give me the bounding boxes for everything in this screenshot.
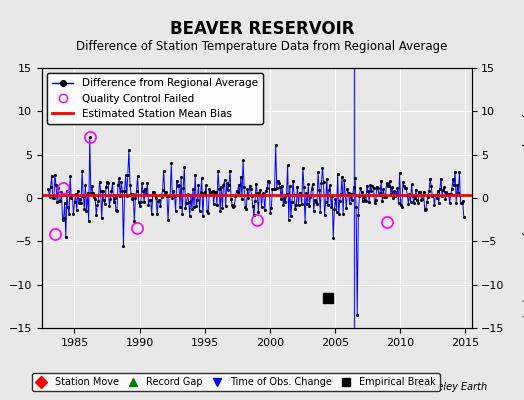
Text: Difference of Station Temperature Data from Regional Average: Difference of Station Temperature Data f…: [77, 40, 447, 53]
Y-axis label: Monthly Temperature Anomaly Difference (°C): Monthly Temperature Anomaly Difference (…: [521, 77, 524, 319]
Legend: Difference from Regional Average, Quality Control Failed, Estimated Station Mean: Difference from Regional Average, Qualit…: [47, 73, 263, 124]
Text: BEAVER RESERVOIR: BEAVER RESERVOIR: [170, 20, 354, 38]
Legend: Station Move, Record Gap, Time of Obs. Change, Empirical Break: Station Move, Record Gap, Time of Obs. C…: [32, 373, 440, 391]
Text: Berkeley Earth: Berkeley Earth: [415, 382, 487, 392]
